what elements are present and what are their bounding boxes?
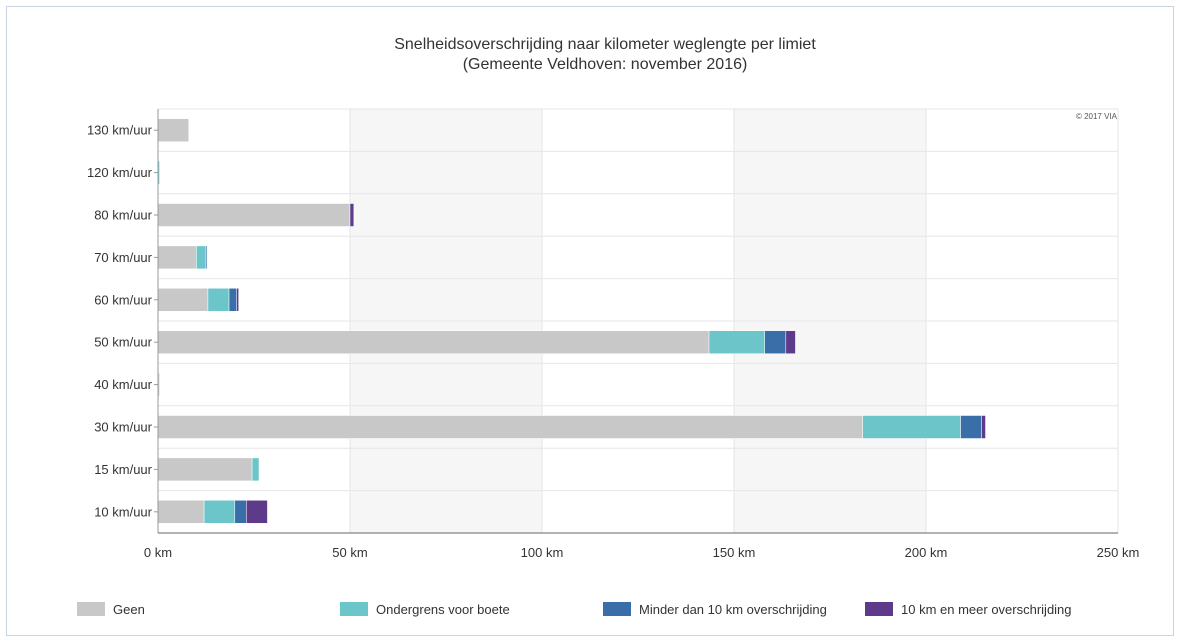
y-tick-label: 70 km/uur (94, 250, 152, 265)
y-tick-label: 50 km/uur (94, 335, 152, 350)
y-tick-label: 30 km/uur (94, 420, 152, 435)
chart-frame: 130 km/uur 120 km/uur 80 km/uur 70 km/uur 60… (6, 6, 1174, 636)
bar-segment (157, 203, 351, 227)
bar-segment (157, 118, 189, 142)
bar-segment (207, 288, 230, 312)
bar-segment (764, 330, 787, 354)
legend-label[interactable]: Geen (113, 602, 145, 617)
bar-segment (157, 288, 209, 312)
bar-segment (157, 457, 253, 482)
bar-segment (196, 245, 207, 270)
x-tick-label: 200 km (905, 545, 948, 560)
y-tick-label: 40 km/uur (94, 377, 152, 392)
bar-segment (862, 415, 961, 439)
chart-svg: 130 km/uur 120 km/uur 80 km/uur 70 km/uur 60… (77, 36, 1140, 617)
x-tick-label: 50 km (332, 545, 367, 560)
chart-credit: © 2017 VIA (1076, 112, 1118, 121)
bar-segment (960, 415, 982, 439)
legend-swatch[interactable] (77, 602, 105, 616)
x-tick-label: 100 km (521, 545, 564, 560)
x-tick-label: 0 km (144, 545, 172, 560)
legend-label[interactable]: Ondergrens voor boete (376, 602, 510, 617)
bar-segment (157, 245, 197, 270)
bar-segment (234, 500, 247, 524)
legend-swatch[interactable] (603, 602, 631, 616)
legend-swatch[interactable] (340, 602, 368, 616)
bar-segment (203, 500, 236, 524)
chart-title: Snelheidsoverschrijding naar kilometer w… (394, 36, 816, 53)
y-tick-label: 10 km/uur (94, 504, 152, 519)
bar-segment (228, 288, 237, 312)
chart-subtitle: (Gemeente Veldhoven: november 2016) (463, 56, 748, 73)
legend-label[interactable]: 10 km en meer overschrijding (901, 602, 1072, 617)
y-tick-label: 60 km/uur (94, 292, 152, 307)
bar-segment (157, 415, 863, 439)
legend-label[interactable]: Minder dan 10 km overschrijding (639, 602, 827, 617)
bar-segment (236, 288, 239, 312)
y-tick-label: 80 km/uur (94, 208, 152, 223)
y-tick-label: 15 km/uur (94, 462, 152, 477)
x-tick-label: 250 km (1097, 545, 1140, 560)
bar-segment (157, 330, 710, 354)
x-tick-label: 150 km (713, 545, 756, 560)
bar-segment (349, 203, 355, 227)
bar-segment (708, 330, 765, 354)
y-tick-label: 130 km/uur (87, 123, 153, 138)
bar-segment (205, 245, 208, 270)
bar-segment (251, 457, 260, 482)
legend-swatch[interactable] (865, 602, 893, 616)
bar-segment (157, 500, 205, 524)
bar-segment (785, 330, 796, 354)
bar-segment (246, 500, 268, 524)
y-tick-label: 120 km/uur (87, 165, 153, 180)
bar-segment (981, 415, 986, 439)
